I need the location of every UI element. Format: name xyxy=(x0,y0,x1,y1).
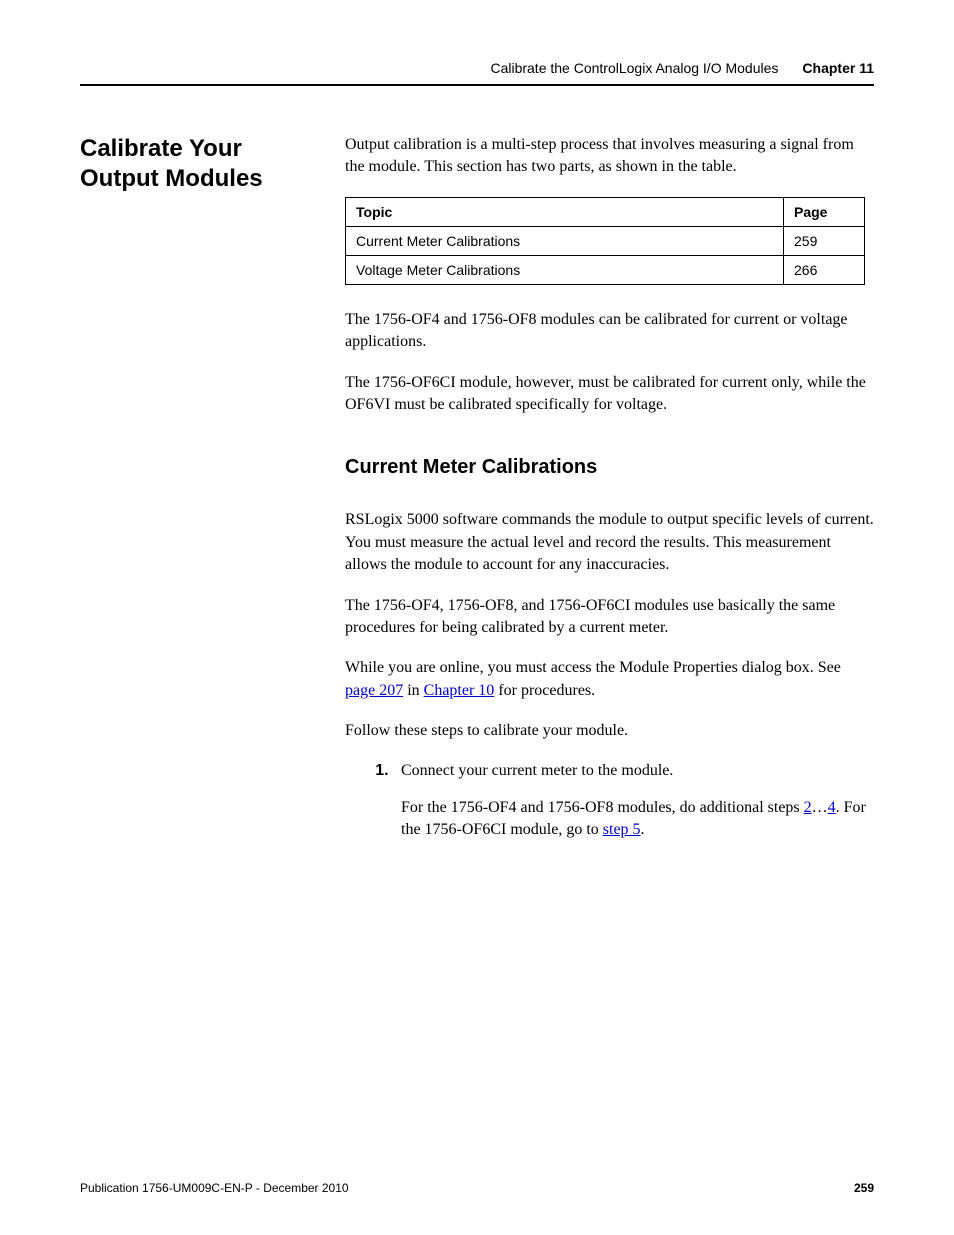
step-sub-paragraph: For the 1756-OF4 and 1756-OF8 modules, d… xyxy=(401,797,874,842)
text-run: For the 1756-OF4 and 1756-OF8 modules, d… xyxy=(401,799,804,816)
text-run: for procedures. xyxy=(494,682,595,699)
table-cell-topic: Current Meter Calibrations xyxy=(346,226,784,255)
table-cell-page: 259 xyxy=(784,226,865,255)
page-footer: Publication 1756-UM009C-EN-P - December … xyxy=(80,1181,874,1195)
section-heading: Calibrate Your Output Modules xyxy=(80,134,305,194)
body-paragraph: The 1756-OF4, 1756-OF8, and 1756-OF6CI m… xyxy=(345,595,874,640)
body-paragraph: Follow these steps to calibrate your mod… xyxy=(345,720,874,742)
text-run: in xyxy=(403,682,423,699)
table-cell-page: 266 xyxy=(784,255,865,284)
step-link[interactable]: step 5 xyxy=(603,821,641,838)
procedure-steps: Connect your current meter to the module… xyxy=(345,760,874,841)
footer-publication: Publication 1756-UM009C-EN-P - December … xyxy=(80,1181,349,1195)
page-link[interactable]: page 207 xyxy=(345,682,403,699)
text-run: … xyxy=(812,799,828,816)
table-row: Voltage Meter Calibrations 266 xyxy=(346,255,865,284)
step-link[interactable]: 2 xyxy=(804,799,812,816)
step-text: Connect your current meter to the module… xyxy=(401,762,673,779)
header-chapter-label: Chapter 11 xyxy=(802,60,874,76)
body-paragraph: The 1756-OF4 and 1756-OF8 modules can be… xyxy=(345,309,874,354)
table-cell-topic: Voltage Meter Calibrations xyxy=(346,255,784,284)
body-paragraph: RSLogix 5000 software commands the modul… xyxy=(345,509,874,576)
footer-page-number: 259 xyxy=(854,1181,874,1195)
table-header-topic: Topic xyxy=(346,197,784,226)
header-doc-title: Calibrate the ControlLogix Analog I/O Mo… xyxy=(490,60,778,76)
subsection-heading: Current Meter Calibrations xyxy=(345,456,874,479)
table-row: Current Meter Calibrations 259 xyxy=(346,226,865,255)
body-paragraph-with-links: While you are online, you must access th… xyxy=(345,657,874,702)
topic-table: Topic Page Current Meter Calibrations 25… xyxy=(345,197,865,285)
table-header-page: Page xyxy=(784,197,865,226)
page-header: Calibrate the ControlLogix Analog I/O Mo… xyxy=(80,60,874,86)
text-run: While you are online, you must access th… xyxy=(345,659,841,676)
step-item: Connect your current meter to the module… xyxy=(393,760,874,841)
intro-paragraph: Output calibration is a multi-step proce… xyxy=(345,134,874,179)
chapter-link[interactable]: Chapter 10 xyxy=(424,682,495,699)
step-link[interactable]: 4 xyxy=(828,799,836,816)
body-paragraph: The 1756-OF6CI module, however, must be … xyxy=(345,372,874,417)
text-run: . xyxy=(641,821,645,838)
